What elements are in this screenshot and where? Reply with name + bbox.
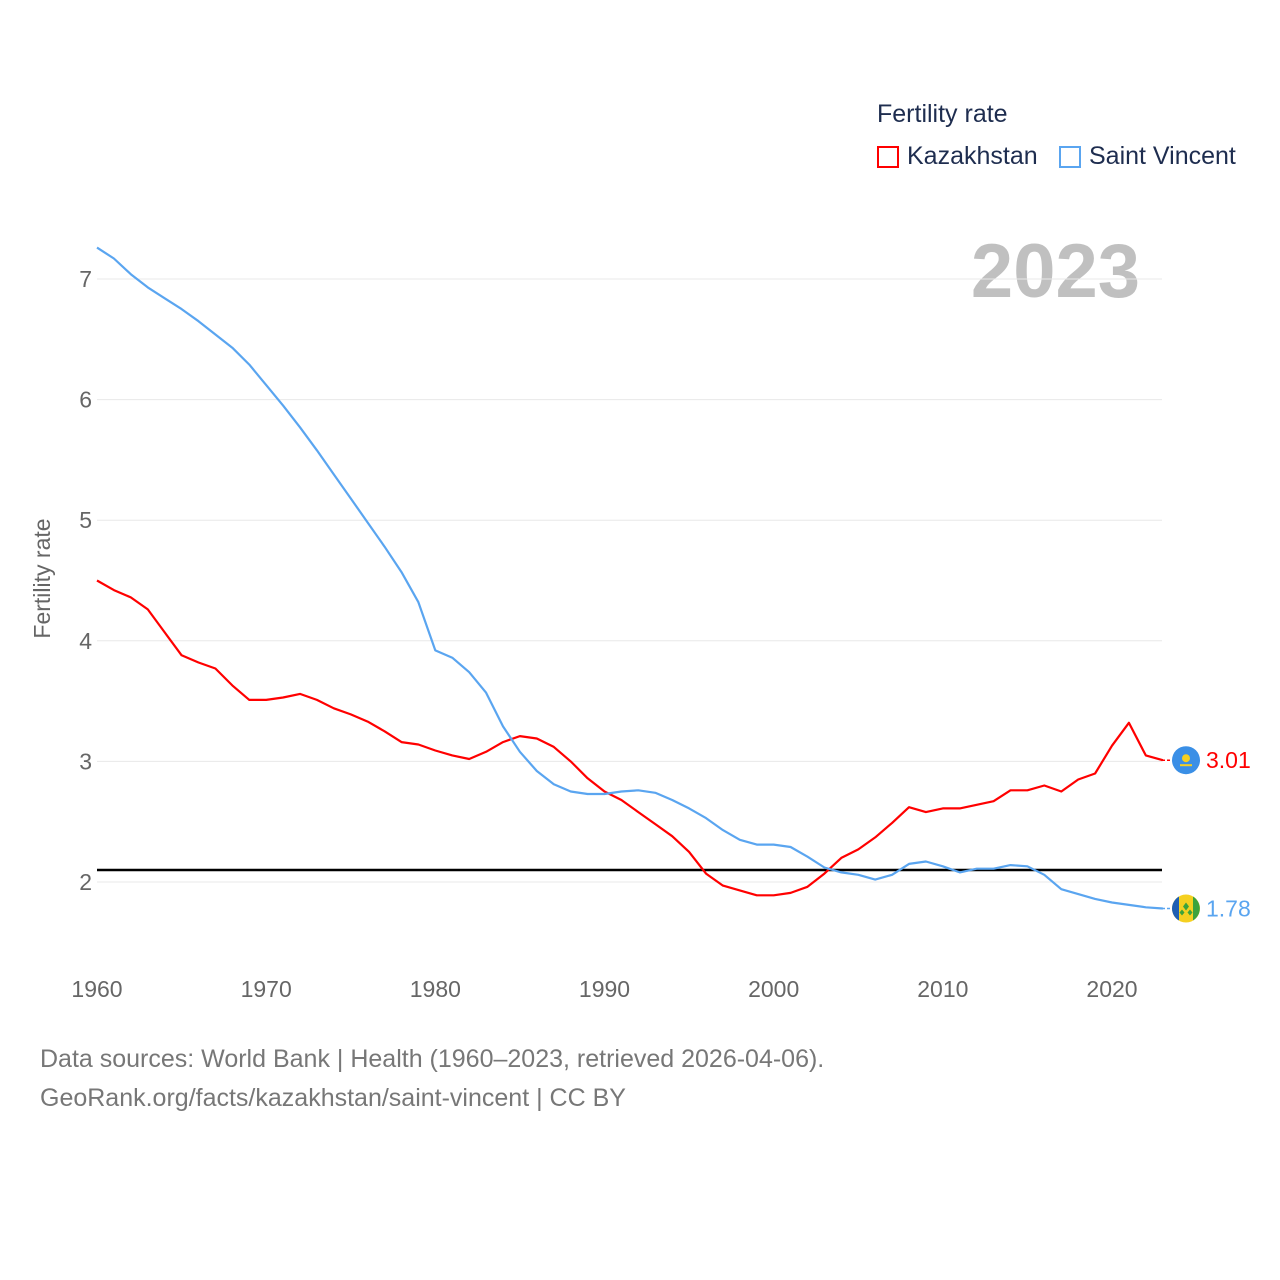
y-tick-label: 7 — [79, 266, 92, 292]
flag-blue-band — [1172, 896, 1179, 921]
end-value-label: 1.78 — [1206, 896, 1251, 922]
y-tick-label: 5 — [79, 507, 92, 533]
year-label: 2023 — [970, 229, 1140, 314]
x-tick-label: 1970 — [241, 976, 292, 1002]
x-tick-label: 2010 — [917, 976, 968, 1002]
legend-item-kazakhstan[interactable]: Kazakhstan — [877, 142, 1038, 171]
legend-swatch-kazakhstan — [877, 145, 899, 168]
legend-item-saint-vincent[interactable]: Saint Vincent — [1059, 142, 1236, 171]
legend-swatch-saint-vincent — [1059, 145, 1081, 168]
source-line-1: Data sources: World Bank | Health (1960–… — [40, 1045, 825, 1073]
x-tick-label: 2020 — [1086, 976, 1137, 1002]
y-tick-label: 4 — [79, 628, 92, 654]
flag-eagle — [1180, 764, 1192, 767]
series-line-kazakhstan — [96, 579, 1164, 897]
legend-title: Fertility rate — [877, 100, 1008, 128]
x-tick-label: 1980 — [410, 976, 461, 1002]
flag-sun — [1182, 754, 1190, 763]
legend-label: Kazakhstan — [907, 142, 1038, 170]
source-line-2[interactable]: GeoRank.org/facts/kazakhstan/saint-vince… — [40, 1084, 626, 1112]
x-tick-label: 1990 — [579, 976, 630, 1002]
y-tick-label: 3 — [79, 748, 92, 774]
y-tick-label: 2 — [79, 869, 92, 895]
x-tick-label: 1960 — [71, 976, 122, 1002]
x-tick-label: 2000 — [748, 976, 799, 1002]
series-line-saint-vincent — [96, 246, 1163, 910]
flag-green-band — [1193, 896, 1200, 921]
flag-diamonds — [1179, 902, 1193, 916]
y-tick-label: 6 — [79, 387, 92, 413]
end-value-label: 3.01 — [1206, 747, 1251, 773]
legend-label: Saint Vincent — [1089, 142, 1236, 170]
